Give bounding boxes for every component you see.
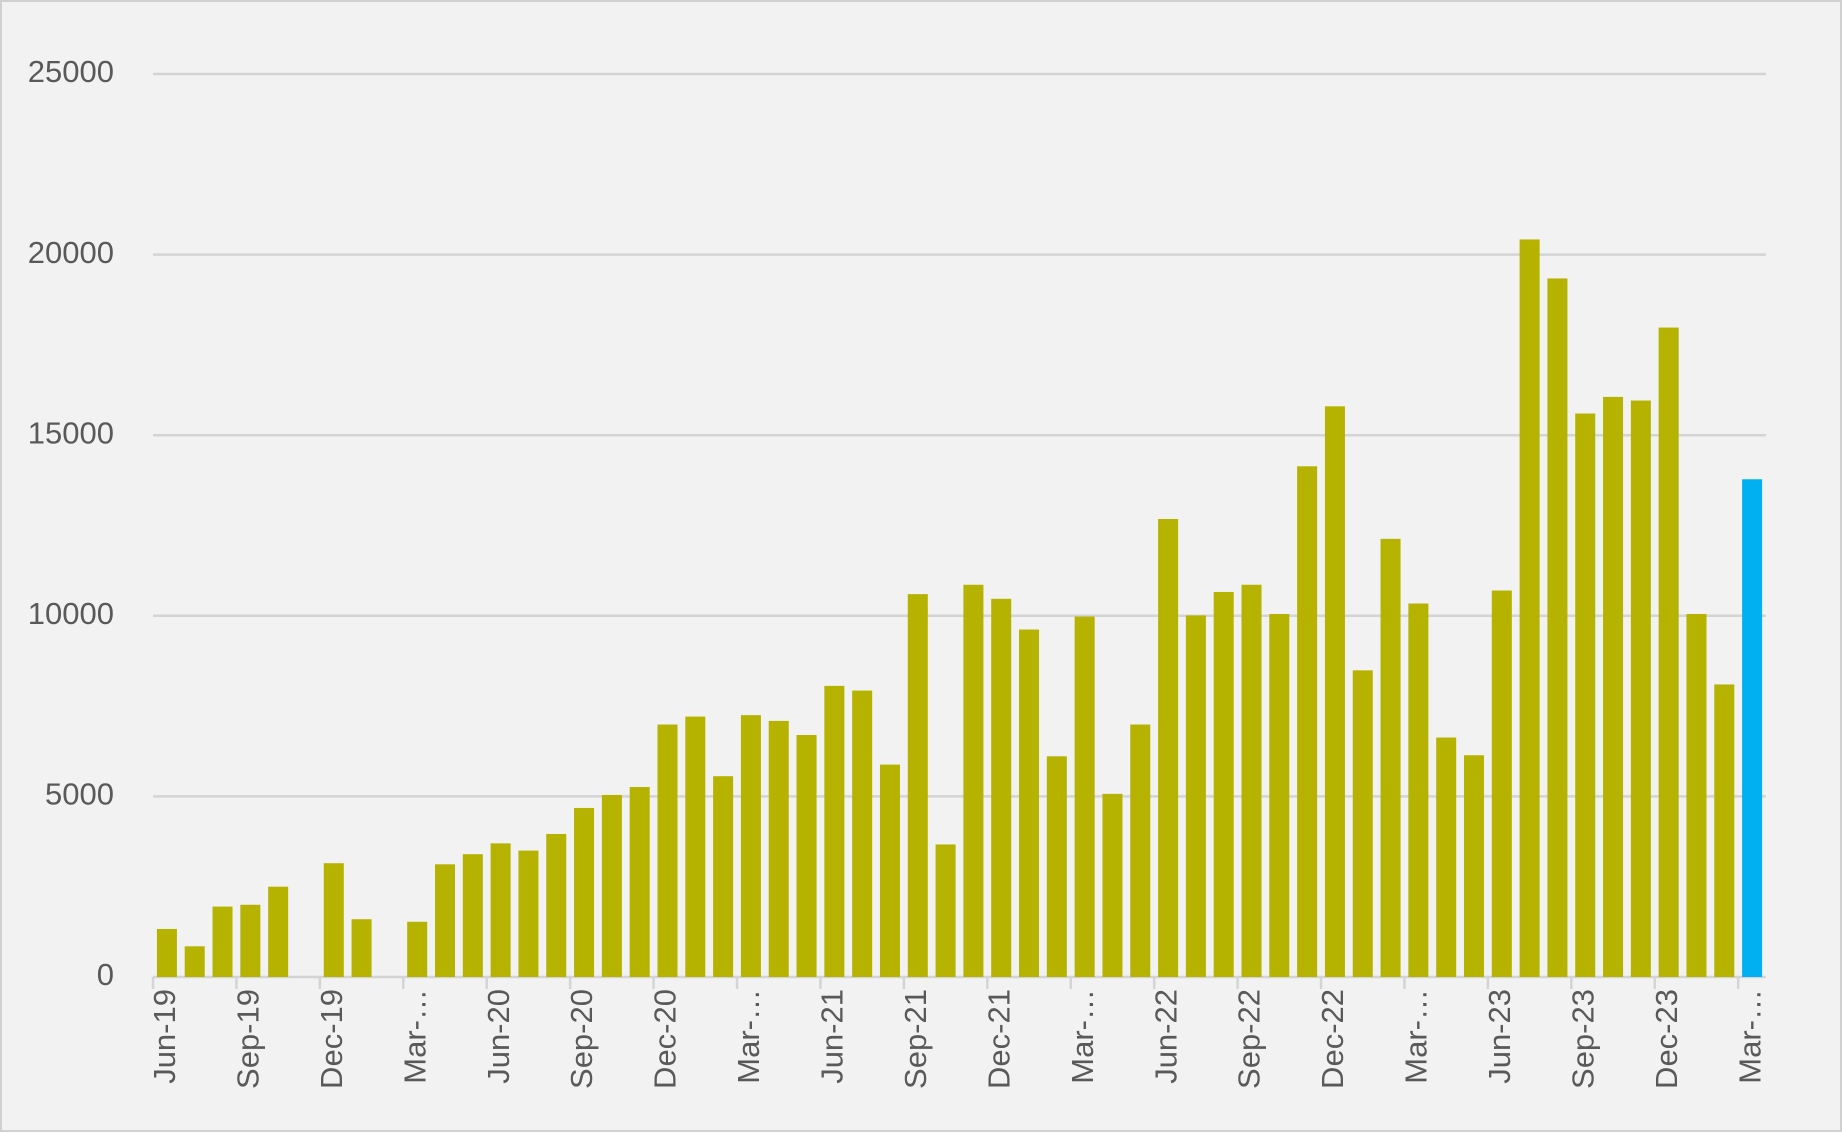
bar: [1102, 793, 1123, 977]
y-tick-label: 10000: [28, 596, 114, 631]
bar: [156, 928, 177, 977]
bar: [407, 921, 428, 977]
y-tick-label: 5000: [45, 777, 114, 812]
x-tick-label: Sep-20: [564, 989, 599, 1089]
bar: [1742, 479, 1763, 977]
bar: [1658, 327, 1679, 978]
bar: [1324, 406, 1345, 978]
y-tick-label: 20000: [28, 235, 114, 270]
x-tick-label: Jun-20: [481, 989, 516, 1084]
x-tick-label: Dec-20: [648, 989, 683, 1089]
bar: [1241, 584, 1262, 977]
bar: [490, 843, 511, 977]
bar: [963, 584, 984, 977]
y-tick-label: 0: [97, 957, 114, 992]
x-tick-label: Jun-19: [147, 989, 182, 1084]
bar: [991, 598, 1012, 977]
bar: [740, 715, 761, 977]
bar: [1380, 538, 1401, 977]
bar: [240, 904, 261, 977]
bar: [1185, 615, 1206, 977]
bar: [184, 946, 205, 977]
bar: [323, 863, 344, 977]
x-tick-label: Dec-21: [981, 989, 1016, 1089]
bar: [1436, 737, 1457, 977]
bar: [1491, 590, 1512, 977]
bar: [1630, 400, 1651, 978]
bar: [1074, 616, 1095, 977]
x-tick-label: Dec-22: [1315, 989, 1350, 1089]
bar: [657, 724, 678, 977]
bar: [212, 906, 233, 977]
bar: [1352, 670, 1373, 977]
bar: [685, 716, 706, 977]
bar: [601, 794, 622, 977]
bar: [1213, 591, 1234, 977]
bar: [713, 776, 734, 977]
bar: [1158, 518, 1179, 977]
bar: [518, 850, 539, 977]
bar: [796, 734, 817, 977]
bar: [1408, 603, 1429, 977]
bar: [1575, 413, 1596, 977]
bar: [268, 886, 289, 977]
bar: [1297, 466, 1318, 977]
bar: [907, 594, 928, 977]
bar: [1519, 239, 1540, 978]
bar: [1686, 613, 1707, 977]
bar: [1603, 396, 1624, 977]
bar: [852, 690, 873, 977]
bar: [935, 844, 956, 977]
bar: [1269, 613, 1290, 977]
bar: [1130, 724, 1151, 977]
x-tick-label: Dec-19: [314, 989, 349, 1089]
x-tick-label: Mar-…: [731, 989, 766, 1084]
bar: [351, 919, 372, 977]
bar: [768, 720, 789, 977]
bar: [462, 854, 483, 977]
bar: [1046, 756, 1067, 977]
bar: [546, 833, 567, 977]
bar: [1547, 278, 1568, 977]
bar: [434, 864, 456, 977]
bar: [1463, 755, 1485, 977]
bar: [1714, 684, 1735, 977]
x-tick-label: Dec-23: [1649, 989, 1684, 1089]
x-tick-label: Jun-22: [1148, 989, 1183, 1084]
x-tick-label: Sep-21: [898, 989, 933, 1089]
bar: [879, 764, 900, 977]
x-tick-label: Mar-…: [1399, 989, 1434, 1084]
bar: [824, 685, 845, 977]
y-tick-label: 15000: [28, 415, 114, 450]
x-tick-label: Jun-23: [1482, 989, 1517, 1084]
bar: [574, 807, 595, 977]
x-tick-label: Mar-…: [397, 989, 432, 1084]
x-tick-label: Mar-…: [1065, 989, 1100, 1084]
x-tick-label: Sep-22: [1232, 989, 1267, 1089]
bar: [1019, 629, 1040, 977]
bar: [629, 787, 650, 977]
x-tick-label: Sep-23: [1565, 989, 1600, 1089]
x-tick-label: Jun-21: [815, 989, 850, 1084]
x-tick-label: Mar-…: [1732, 989, 1767, 1084]
y-tick-label: 25000: [28, 54, 114, 89]
x-tick-label: Sep-19: [231, 989, 266, 1089]
